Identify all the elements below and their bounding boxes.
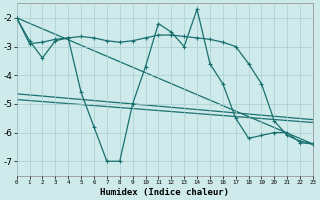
X-axis label: Humidex (Indice chaleur): Humidex (Indice chaleur) <box>100 188 229 197</box>
